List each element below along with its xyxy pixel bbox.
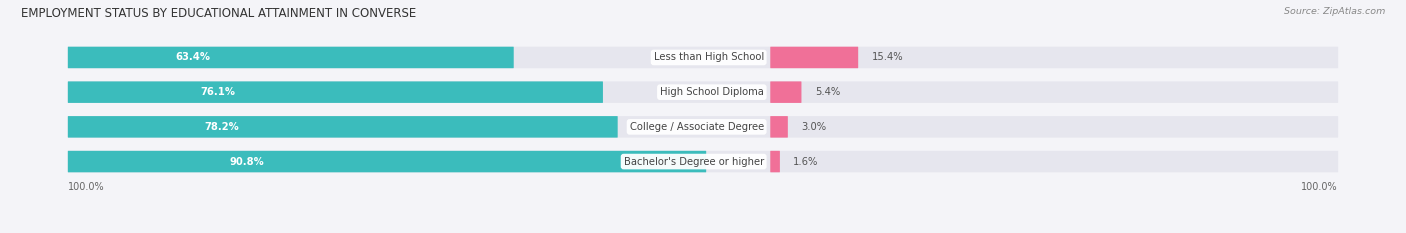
FancyBboxPatch shape — [770, 81, 801, 103]
Text: Source: ZipAtlas.com: Source: ZipAtlas.com — [1284, 7, 1385, 16]
Text: 63.4%: 63.4% — [176, 52, 211, 62]
FancyBboxPatch shape — [67, 47, 513, 68]
Text: 78.2%: 78.2% — [204, 122, 239, 132]
FancyBboxPatch shape — [770, 151, 780, 172]
FancyBboxPatch shape — [770, 47, 858, 68]
Text: College / Associate Degree: College / Associate Degree — [630, 122, 763, 132]
FancyBboxPatch shape — [770, 116, 787, 138]
FancyBboxPatch shape — [67, 151, 706, 172]
Text: 1.6%: 1.6% — [793, 157, 818, 167]
Text: 100.0%: 100.0% — [1302, 182, 1339, 192]
Text: 76.1%: 76.1% — [200, 87, 235, 97]
FancyBboxPatch shape — [67, 151, 1339, 172]
Text: Less than High School: Less than High School — [654, 52, 763, 62]
Text: EMPLOYMENT STATUS BY EDUCATIONAL ATTAINMENT IN CONVERSE: EMPLOYMENT STATUS BY EDUCATIONAL ATTAINM… — [21, 7, 416, 20]
FancyBboxPatch shape — [67, 116, 617, 138]
Text: 15.4%: 15.4% — [872, 52, 903, 62]
Text: 5.4%: 5.4% — [814, 87, 839, 97]
Text: 90.8%: 90.8% — [229, 157, 264, 167]
FancyBboxPatch shape — [67, 81, 1339, 103]
Text: Bachelor's Degree or higher: Bachelor's Degree or higher — [623, 157, 763, 167]
FancyBboxPatch shape — [67, 81, 603, 103]
Text: High School Diploma: High School Diploma — [659, 87, 763, 97]
FancyBboxPatch shape — [67, 47, 1339, 68]
Text: 100.0%: 100.0% — [67, 182, 104, 192]
FancyBboxPatch shape — [67, 116, 1339, 138]
Text: 3.0%: 3.0% — [801, 122, 827, 132]
